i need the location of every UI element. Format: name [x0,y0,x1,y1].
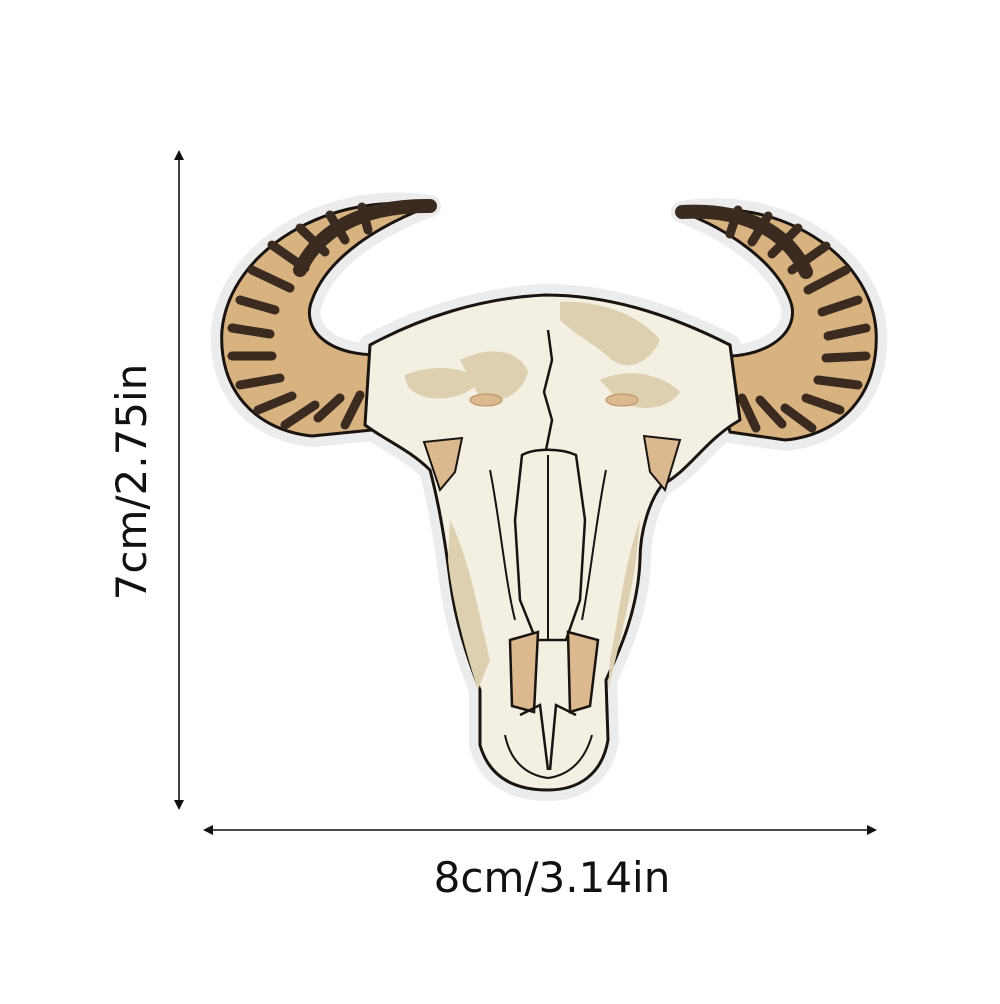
bull-skull-patch-icon [210,192,888,801]
height-label: 7cm/2.75in [107,363,156,601]
width-label: 8cm/3.14in [433,853,671,902]
